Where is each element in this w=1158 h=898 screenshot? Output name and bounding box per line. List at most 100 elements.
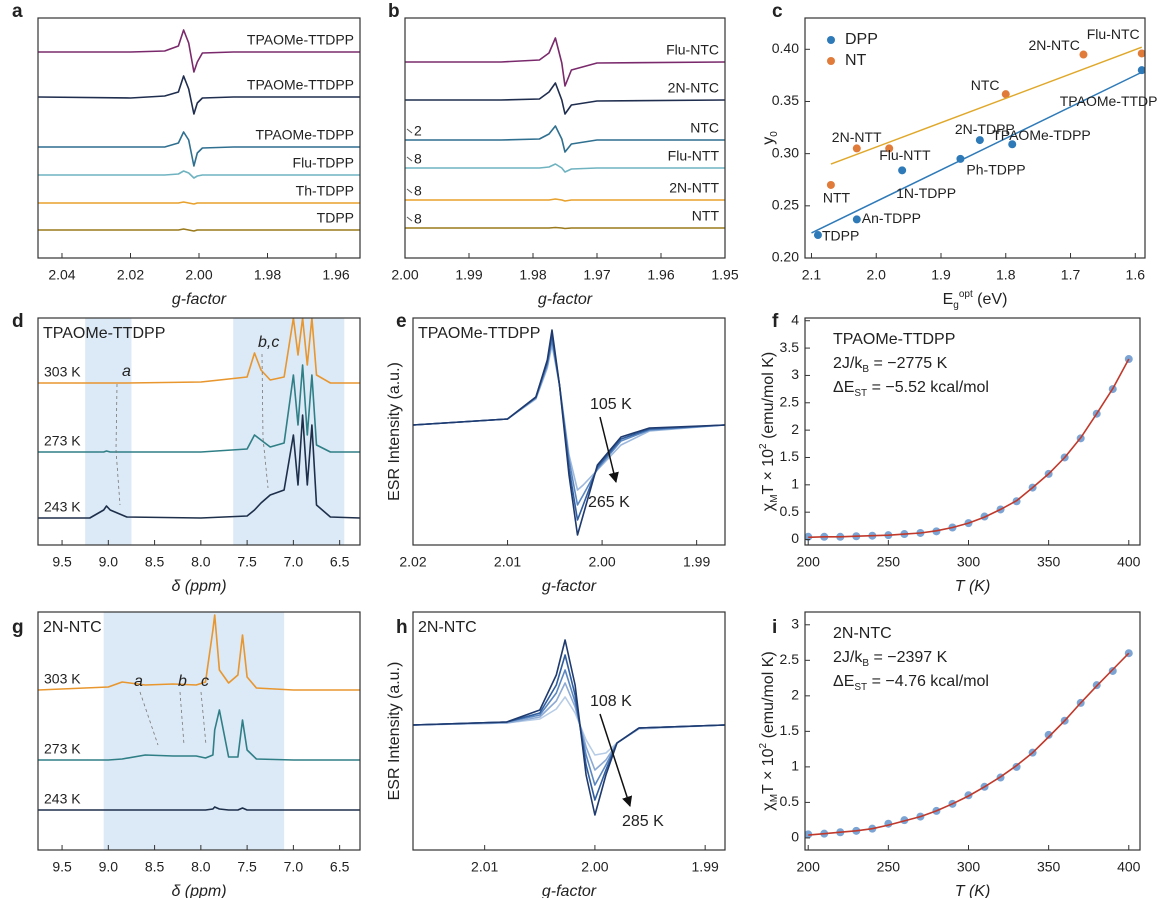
x-tick-label: 1.96 (322, 267, 349, 283)
x-tick-label: 9.5 (52, 554, 72, 570)
y-tick-label: 3.5 (780, 339, 800, 355)
annotation-line-part: ΔE (833, 379, 854, 396)
annotation-line-part: 2J/k (833, 355, 863, 372)
annotation-line: ΔEST = −5.52 kcal/mol (833, 379, 989, 399)
y-axis-label: ESR Intensity (a.u.) (386, 362, 403, 501)
x-tick-label: 7.5 (237, 859, 257, 875)
plot-frame (412, 317, 726, 546)
annotation-line-part: ST (854, 388, 867, 399)
data-point (852, 215, 861, 224)
curve-label: TDPP (317, 210, 354, 226)
series-line (38, 131, 360, 167)
x-tick-label: 6.5 (330, 554, 350, 570)
series-line (38, 806, 360, 811)
y-axis-label-part: T × 10 (760, 748, 777, 794)
x-tick-label: 2.02 (117, 267, 144, 283)
annotation-line: 2J/kB = −2775 K (833, 355, 948, 375)
y-axis-label: χMT × 102 (emu/mol K) (758, 352, 780, 511)
data-point (898, 166, 907, 175)
y-tick-label: 2.5 (780, 393, 800, 409)
data-point (852, 144, 861, 153)
annotation: 105 K (590, 396, 632, 413)
x-axis-label: T (K) (955, 883, 991, 898)
series-line (808, 358, 1130, 539)
x-tick-label: 1.7 (1061, 267, 1081, 283)
panel-label: g (12, 617, 24, 638)
x-axis-label-part: E (943, 291, 954, 308)
series-line (38, 709, 360, 761)
panel-label: e (396, 311, 407, 332)
x-axis-label: g-factor (172, 291, 227, 308)
annotation-line: ΔEST = −4.76 kcal/mol (833, 673, 989, 693)
y-tick-label: 2 (791, 421, 799, 437)
point-label: 1N-TDPP (896, 185, 956, 201)
y-tick-label: 0.40 (772, 40, 799, 56)
plot-area (405, 37, 725, 230)
shaded-region (103, 612, 285, 850)
x-axis-label-part: g (953, 300, 959, 311)
x-tick-label: 200 (797, 554, 821, 570)
curve-label: Th-TDPP (296, 183, 354, 199)
annotation: 285 K (622, 813, 664, 830)
x-tick-label: 6.5 (330, 859, 350, 875)
plot-area (413, 639, 725, 816)
annotation: 265 K (588, 494, 630, 511)
plot-frame (37, 611, 361, 851)
x-tick-label: 8.5 (145, 554, 165, 570)
annotation-line-part: ST (854, 682, 867, 693)
series-line (38, 201, 360, 205)
series-line (405, 226, 725, 230)
plot-frame (804, 17, 1146, 259)
x-tick-label: 7.0 (284, 554, 304, 570)
guide-line (179, 691, 185, 746)
y-tick-label: 0.25 (772, 197, 799, 213)
x-tick-label: 2.01 (471, 859, 498, 875)
arrow (599, 416, 619, 484)
series-line (405, 198, 725, 202)
series-line (38, 228, 360, 232)
data-point (1008, 140, 1017, 149)
y-axis-label-part: T × 10 (760, 449, 777, 495)
x-tick-label: 2.04 (48, 267, 75, 283)
x-tick-label: 2.00 (185, 267, 212, 283)
point-label: Ph-TDPP (966, 162, 1025, 178)
x-tick-label: 2.02 (399, 554, 426, 570)
scale-mark (406, 216, 413, 222)
series-line (405, 125, 725, 153)
series-line (38, 170, 360, 179)
x-tick-label: 1.95 (711, 267, 738, 283)
series-line (38, 614, 360, 691)
x-tick-label: 2.00 (581, 859, 608, 875)
y-tick-label: 1.5 (780, 722, 800, 738)
curve-label: 2N-NTT (669, 180, 719, 196)
point-label: TPAOMe-TDPP (992, 127, 1091, 143)
x-tick-label: 1.99 (455, 267, 482, 283)
series-line (38, 75, 360, 115)
panel-label: a (12, 1, 23, 22)
curve-label: NTC (690, 120, 719, 136)
x-tick-label: 300 (957, 859, 981, 875)
annotation-line-part: B (862, 364, 869, 375)
y-axis-label: ESR Intensity (a.u.) (386, 662, 403, 801)
data-point (1079, 50, 1088, 59)
curve-label: TPAOMe-TDPP (255, 127, 354, 143)
y-tick-label: 2 (791, 687, 799, 703)
annotation: a (122, 363, 131, 380)
annotation-line-part: B (862, 658, 869, 669)
annotation-line-part: = −5.52 kcal/mol (867, 379, 989, 396)
x-axis-label: T (K) (955, 578, 991, 595)
plot-frame (37, 317, 361, 546)
series-line (405, 163, 725, 173)
panel-label: h (396, 617, 408, 638)
y-axis-label: χMT × 102 (emu/mol K) (758, 651, 780, 810)
series-line (38, 318, 360, 384)
x-tick-label: 1.6 (1126, 267, 1146, 283)
x-tick-label: 200 (797, 859, 821, 875)
curve-label: 273 K (44, 433, 81, 449)
annotation-line-part: = −2397 K (869, 649, 948, 666)
fit-line (830, 46, 1143, 165)
legend-marker (827, 36, 835, 44)
point-label: An-TDPP (862, 210, 921, 226)
